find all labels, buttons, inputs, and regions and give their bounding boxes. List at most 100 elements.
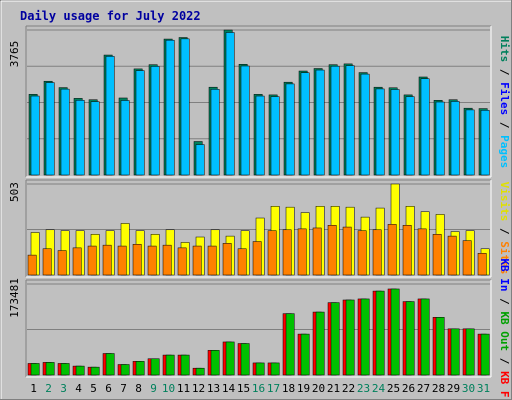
bar-kb-out — [225, 341, 235, 376]
legend-separator: / — [498, 221, 511, 241]
bar-kb-out — [30, 363, 40, 376]
bar-sites — [252, 241, 262, 276]
bar-pages — [450, 101, 460, 176]
bar-kb-out — [360, 298, 370, 376]
bar-sites — [27, 254, 37, 276]
day-label: 12 — [192, 382, 205, 395]
bar-kb-out — [135, 361, 145, 376]
bar-pages — [60, 88, 70, 176]
bar-sites — [102, 244, 112, 276]
day-label: 24 — [372, 382, 386, 395]
legend-text: Hits / Files / Pages — [498, 36, 511, 169]
bar-kb-out — [165, 354, 175, 376]
legend-item: Pages — [498, 135, 511, 168]
day-label: 8 — [135, 382, 142, 395]
bar-kb-out — [210, 350, 220, 376]
bar-sites — [297, 228, 307, 276]
bar-pages — [345, 65, 355, 176]
bar-kb-out — [315, 311, 325, 376]
bar-sites — [87, 245, 97, 276]
bar-kb-out — [405, 301, 415, 376]
bar-sites — [312, 227, 322, 276]
bar-kb-out — [105, 353, 115, 376]
bar-kb-out — [345, 299, 355, 376]
legend-item: Files — [498, 82, 511, 115]
bar-kb-out — [420, 298, 430, 376]
day-label: 7 — [120, 382, 127, 395]
bar-sites — [402, 224, 412, 276]
day-label: 13 — [207, 382, 220, 395]
x-axis-day-labels: 1 2 3 4 5 6 7 8 9 10 11 12 13 14 15 16 17 18 19 20 21 22 23 24 2… — [30, 382, 490, 395]
legend-item: Sites — [498, 241, 511, 274]
bar-kb-out — [195, 367, 205, 376]
day-label: 6 — [105, 382, 112, 395]
legend-item: Visits — [498, 182, 511, 222]
panel-1-ymax-label: 3765 — [8, 41, 21, 68]
day-label: 5 — [90, 382, 97, 395]
day-label: 15 — [237, 382, 250, 395]
bar-sites — [372, 229, 382, 276]
panel-2-ymax-label: 503 — [8, 182, 21, 202]
day-label: 23 — [357, 382, 370, 395]
bar-kb-out — [435, 317, 445, 376]
day-label: 10 — [162, 382, 175, 395]
bar-pages — [105, 56, 115, 176]
day-label: 16 — [252, 382, 265, 395]
bar-sites — [237, 248, 247, 276]
bar-kb-out — [450, 328, 460, 376]
bar-sites — [267, 230, 277, 276]
panel-3-ymax-label: 173481 — [8, 278, 21, 318]
bar-sites — [117, 245, 127, 276]
day-label: 21 — [327, 382, 340, 395]
bar-sites — [57, 250, 67, 276]
bar-sites — [327, 224, 337, 276]
bar-pages — [390, 89, 400, 176]
bar-sites — [462, 240, 472, 276]
bar-pages — [375, 88, 385, 176]
bar-kb-out — [90, 366, 100, 376]
bar-pages — [210, 89, 220, 176]
bar-pages — [255, 95, 265, 176]
legend-visits-sites: Visits / Sites — [498, 182, 511, 275]
bar-sites — [177, 247, 187, 276]
legend-item: KB In — [498, 258, 511, 291]
day-label: 4 — [75, 382, 82, 395]
kbytes-panel — [25, 279, 492, 378]
bar-sites — [192, 245, 202, 276]
bar-kb-out — [75, 365, 85, 376]
legend-separator: / — [498, 292, 511, 312]
day-label: 9 — [150, 382, 157, 395]
bar-kb-out — [300, 333, 310, 376]
chart-title: Daily usage for July 2022 — [20, 9, 201, 23]
legend-separator: / — [498, 62, 511, 82]
bar-pages — [435, 101, 445, 176]
bar-sites — [447, 235, 457, 276]
bar-pages — [165, 39, 175, 176]
day-label: 1 — [30, 382, 37, 395]
bar-pages — [90, 101, 100, 176]
bar-pages — [270, 96, 280, 176]
hits-files-pages-panel — [25, 25, 492, 178]
bar-sites — [282, 229, 292, 276]
bar-pages — [225, 32, 235, 176]
day-label: 3 — [60, 382, 67, 395]
bar-sites — [147, 245, 157, 276]
legend-text: Visits / Sites — [498, 182, 511, 275]
bar-kb-out — [240, 343, 250, 376]
bar-kb-out — [465, 328, 475, 376]
legend-item: KB F — [498, 371, 511, 398]
legend-separator: / — [498, 351, 511, 371]
bar-kb-out — [255, 362, 265, 376]
bar-sites — [162, 244, 172, 276]
day-label: 30 — [462, 382, 475, 395]
day-label: 31 — [477, 382, 490, 395]
bar-pages — [330, 65, 340, 176]
bar-pages — [135, 70, 145, 176]
bar-pages — [30, 95, 40, 176]
bar-sites — [432, 234, 442, 276]
bar-sites — [207, 245, 217, 276]
bar-sites — [132, 243, 142, 276]
bar-kb-out — [330, 302, 340, 376]
day-label: 19 — [297, 382, 310, 395]
